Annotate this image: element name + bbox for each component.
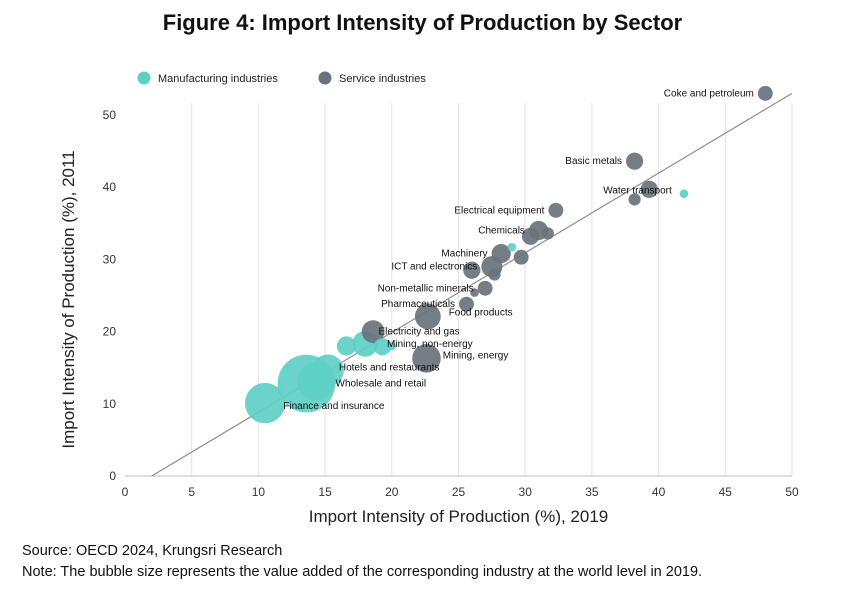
service-bubble <box>628 193 641 206</box>
service-bubble <box>488 268 501 281</box>
point-label: Mining, energy <box>443 350 509 361</box>
source-note: Source: OECD 2024, Krungsri Research <box>22 543 283 559</box>
x-axis-label: Import Intensity of Production (%), 2019 <box>309 507 609 526</box>
x-tick-label: 25 <box>452 485 466 499</box>
x-tick-label: 35 <box>585 485 599 499</box>
legend-marker-service <box>318 71 332 85</box>
service-bubble <box>491 244 511 264</box>
manufacturing-bubble <box>387 341 397 351</box>
manufacturing-bubble <box>244 382 286 424</box>
point-label: Machinery <box>441 249 487 260</box>
x-tick-label: 5 <box>188 485 195 499</box>
legend-marker-manufacturing <box>137 71 151 85</box>
point-label: Electricity and gas <box>379 327 460 338</box>
x-tick-label: 40 <box>652 485 666 499</box>
service-bubble <box>513 249 529 265</box>
x-tick-label: 45 <box>719 485 733 499</box>
point-label: Coke and petroleum <box>664 88 754 99</box>
legend-label-manufacturing: Manufacturing industries <box>158 73 278 85</box>
grid-lines <box>191 103 793 476</box>
x-tick-label: 50 <box>785 485 799 499</box>
x-tick-label: 30 <box>519 485 533 499</box>
manufacturing-bubble <box>507 242 517 252</box>
manufacturing-bubble <box>311 354 344 387</box>
scatter-chart: Coke and petroleum Basic metals Water tran… <box>59 71 799 526</box>
point-label: Non-metallic minerals <box>378 283 474 294</box>
legend-label-service: Service industries <box>339 73 426 85</box>
service-bubble <box>640 180 658 198</box>
legend: Manufacturing industries Service industri… <box>137 71 426 85</box>
point-label: Hotels and restaurants <box>339 363 440 374</box>
point-label: Food products <box>449 307 513 318</box>
y-tick-label: 0 <box>109 469 116 483</box>
service-bubble <box>361 320 385 343</box>
point-label: Pharmaceuticals <box>381 299 455 310</box>
y-tick-label: 50 <box>103 108 117 122</box>
y-tick-label: 20 <box>103 325 117 339</box>
service-bubble <box>757 85 773 101</box>
y-tick-label: 40 <box>103 180 117 194</box>
service-bubble <box>463 261 481 279</box>
point-label: Wholesale and retail <box>336 378 427 389</box>
service-bubble <box>541 227 554 240</box>
x-tick-label: 15 <box>318 485 332 499</box>
y-axis-label: Import Intensity of Production (%), 2011 <box>59 150 78 448</box>
service-bubble <box>521 227 540 245</box>
x-tick-label: 0 <box>122 485 129 499</box>
point-label: Finance and insurance <box>283 401 385 412</box>
manufacturing-bubble <box>679 189 689 198</box>
point-labels-group: Coke and petroleum Basic metals Water tran… <box>283 88 754 412</box>
y-tick-label: 30 <box>103 252 117 266</box>
service-bubble <box>459 296 474 312</box>
service-bubble <box>414 303 441 330</box>
service-bubble <box>470 288 479 297</box>
footnote: Note: The bubble size represents the val… <box>22 564 703 580</box>
point-label: Mining, non-energy <box>387 339 473 350</box>
point-label: ICT and electronics <box>391 262 477 273</box>
y-tick-label: 10 <box>103 397 117 411</box>
manufacturing-bubble <box>336 336 357 356</box>
ticks-group: 0 5 10 15 20 25 30 35 40 45 50 0 10 20 30 40 50 <box>103 108 799 499</box>
x-tick-label: 10 <box>252 485 266 499</box>
service-bubble <box>548 202 564 218</box>
bubbles-group <box>244 85 773 424</box>
service-bubble <box>625 152 644 170</box>
point-label: Electrical equipment <box>454 205 544 216</box>
service-bubble <box>412 344 441 373</box>
manufacturing-bubble <box>373 338 392 356</box>
point-label: Basic metals <box>565 156 622 167</box>
chart-title: Figure 4: Import Intensity of Production… <box>162 10 683 35</box>
x-tick-label: 20 <box>385 485 399 499</box>
point-label: Chemicals <box>478 226 525 237</box>
point-label: Water transport <box>603 185 672 196</box>
service-bubble <box>477 280 493 296</box>
